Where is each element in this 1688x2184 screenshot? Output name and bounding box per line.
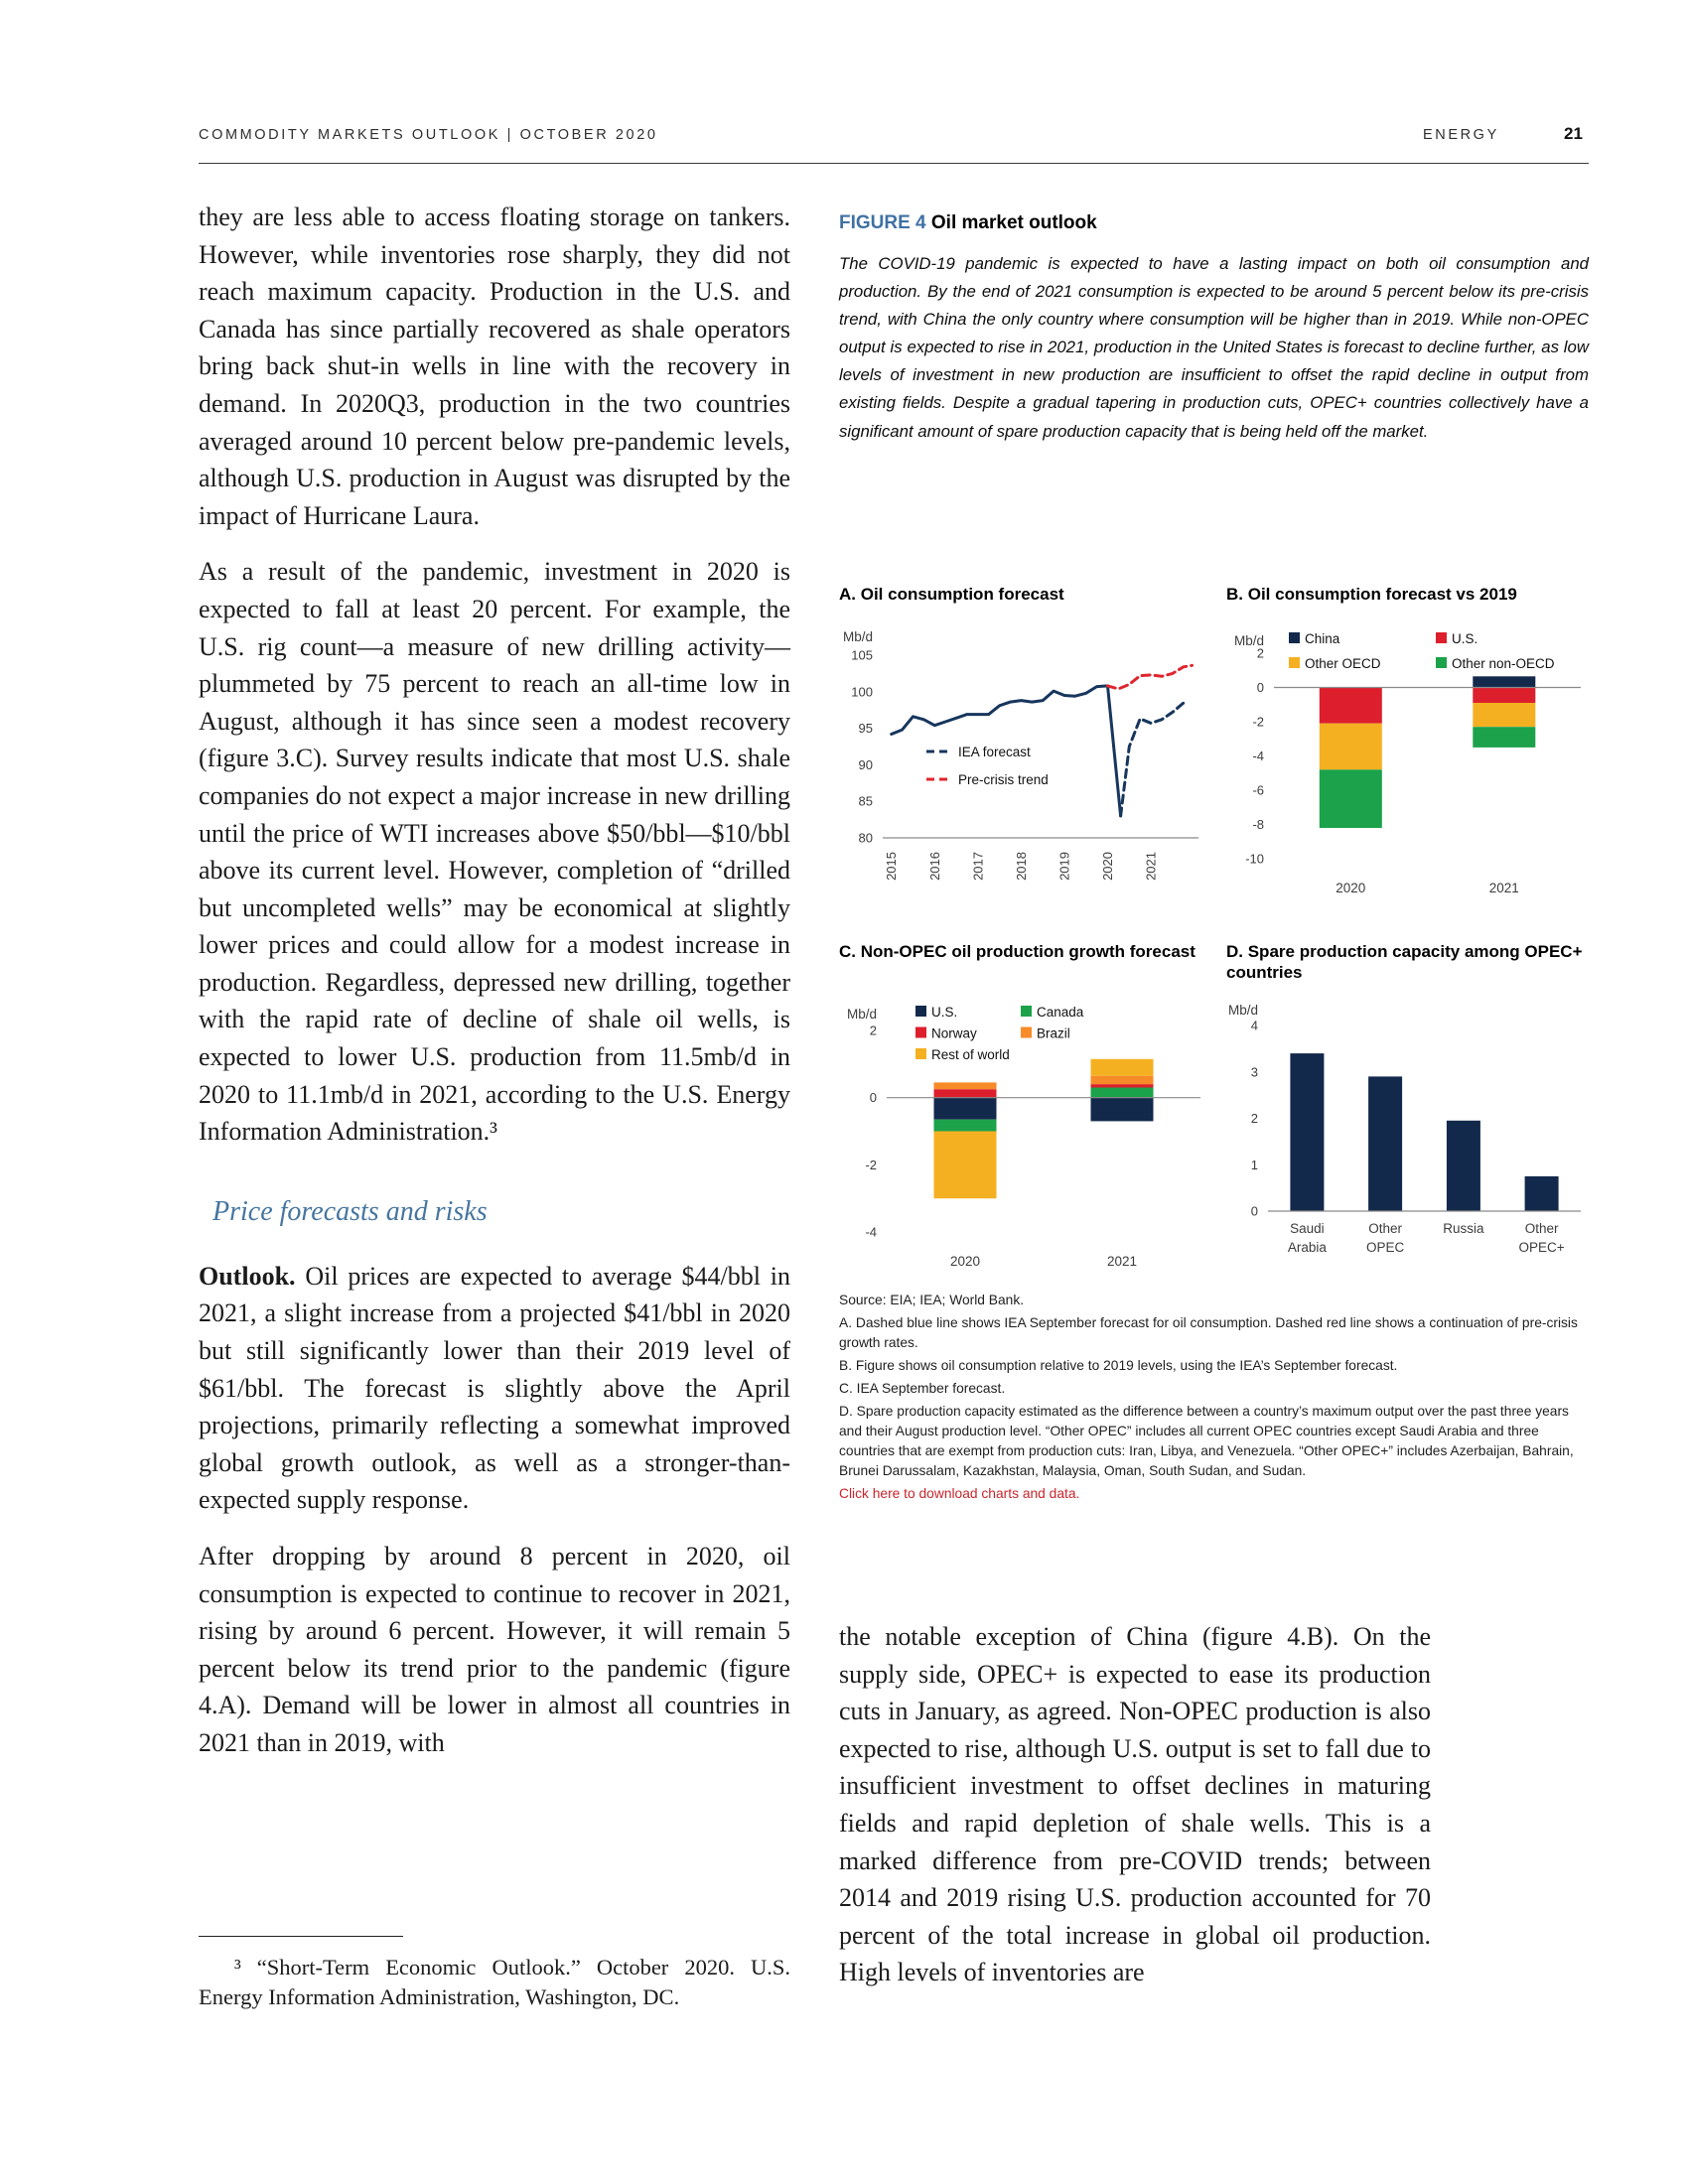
download-charts-link[interactable]: Click here to download charts and data. [839,1486,1080,1501]
svg-text:China: China [1305,631,1340,646]
svg-text:IEA forecast: IEA forecast [958,745,1031,759]
panel-c-title: C. Non-OPEC oil production growth foreca… [839,942,1196,961]
svg-text:3: 3 [1251,1064,1258,1079]
chart-non-opec-production-growth: Mb/d 2 0 -2 -4 2020 2021 U.S. Canada Norway Brazil… [847,1005,1200,1269]
svg-text:-2: -2 [1252,715,1264,730]
section-label: ENERGY [1423,127,1499,143]
figure-notes: Source: EIA; IEA; World Bank. A. Dashed … [839,1291,1589,1507]
svg-text:OPEC: OPEC [1366,1240,1405,1255]
figure-label: FIGURE 4 [839,212,926,233]
panel-b-title: B. Oil consumption forecast vs 2019 [1226,585,1517,604]
svg-text:2: 2 [870,1024,877,1038]
panel-d: D. Spare production capacity among OPEC+… [1226,941,1589,1274]
panel-d-title: D. Spare production capacity among OPEC+… [1226,942,1583,982]
outlook-lead: Outlook. [199,1261,296,1291]
footnote-text: ³ “Short-Term Economic Outlook.” October… [199,1955,790,2009]
figure-caption: The COVID-19 pandemic is expected to hav… [839,254,1589,441]
svg-text:0: 0 [1257,680,1264,695]
svg-text:2021: 2021 [1489,881,1519,895]
svg-text:2016: 2016 [927,852,942,881]
svg-text:-10: -10 [1245,852,1264,867]
svg-text:Mb/d: Mb/d [847,1007,877,1022]
outlook-text: Oil prices are expected to average $44/b… [199,1261,790,1515]
figure-note-c: C. IEA September forecast. [839,1381,1006,1396]
left-column: they are less able to access floating st… [199,199,790,1762]
running-header: COMMODITY MARKETS OUTLOOK | OCTOBER 2020 [199,127,658,143]
svg-text:2021: 2021 [1107,1254,1137,1269]
svg-text:Norway: Norway [931,1026,977,1041]
svg-text:-4: -4 [865,1225,877,1240]
svg-text:1: 1 [1251,1158,1258,1172]
svg-text:85: 85 [859,794,873,809]
svg-text:95: 95 [859,721,873,736]
svg-text:80: 80 [859,831,873,846]
svg-text:Other non-OECD: Other non-OECD [1452,656,1555,671]
svg-text:2019: 2019 [1057,852,1072,881]
chart-oil-consumption-vs-2019: Mb/d2 0 -2 -4 -6 -8 -10 2020 2021 China U.S. Other … [1234,631,1581,895]
svg-text:Canada: Canada [1037,1005,1084,1020]
svg-text:Rest of world: Rest of world [931,1047,1010,1062]
svg-text:Russia: Russia [1443,1221,1484,1236]
body-paragraph: After dropping by around 8 percent in 20… [199,1542,790,1757]
svg-text:Other: Other [1525,1221,1559,1236]
svg-text:4: 4 [1251,1019,1258,1033]
page-number: 21 [1564,124,1583,143]
header-rule [199,163,1589,164]
svg-text:U.S.: U.S. [931,1005,957,1020]
body-paragraph: Outlook. Oil prices are expected to aver… [199,1258,790,1519]
svg-text:Saudi: Saudi [1290,1221,1325,1236]
figure-note-d: D. Spare production capacity estimated a… [839,1404,1574,1478]
svg-text:2021: 2021 [1144,852,1159,881]
svg-text:-6: -6 [1252,783,1264,798]
panel-a-title: A. Oil consumption forecast [839,585,1064,604]
chart-oil-consumption-forecast: Mb/d 105 100 95 90 85 80 2015 2016 2017 2018 2019 20… [843,629,1198,881]
svg-text:2: 2 [1251,1111,1258,1126]
svg-text:Other OECD: Other OECD [1305,656,1381,671]
body-paragraph: they are less able to access floating st… [199,203,790,530]
svg-text:2: 2 [1257,646,1264,661]
footnote: ³ “Short-Term Economic Outlook.” October… [199,1936,790,2012]
body-paragraph: As a result of the pandemic, investment … [199,557,790,1147]
svg-text:2015: 2015 [884,852,899,881]
svg-text:U.S.: U.S. [1452,631,1477,646]
svg-text:2018: 2018 [1014,852,1029,881]
body-paragraph: the notable exception of China (figure 4… [839,1622,1431,1987]
svg-text:2020: 2020 [950,1254,980,1269]
figure-4: FIGURE 4 Oil market outlook The COVID-19… [839,199,1589,1569]
svg-text:Arabia: Arabia [1288,1240,1328,1255]
figure-title-text: Oil market outlook [930,212,1097,233]
svg-text:-2: -2 [865,1158,877,1172]
svg-text:2020: 2020 [1100,852,1115,881]
panel-b: B. Oil consumption forecast vs 2019 Mb/d… [1226,584,1589,899]
svg-text:105: 105 [851,648,873,663]
svg-text:0: 0 [1251,1204,1258,1219]
svg-text:-8: -8 [1252,817,1264,832]
svg-text:Mb/d: Mb/d [1228,1003,1258,1018]
svg-text:Pre-crisis trend: Pre-crisis trend [958,772,1049,787]
svg-text:-4: -4 [1252,749,1264,763]
figure-title: FIGURE 4 Oil market outlook [839,212,1589,234]
panel-a: A. Oil consumption forecast Mb/d 105 100 95… [839,584,1208,899]
svg-text:Mb/d: Mb/d [843,629,873,644]
svg-text:2020: 2020 [1336,881,1365,895]
footnote-rule [199,1936,403,1937]
section-heading: Price forecasts and risks [212,1195,488,1227]
svg-text:Mb/d: Mb/d [1234,633,1264,648]
svg-text:2017: 2017 [970,852,985,881]
svg-text:100: 100 [851,684,873,699]
svg-text:90: 90 [859,757,873,772]
panel-c: C. Non-OPEC oil production growth foreca… [839,941,1208,1274]
svg-text:Brazil: Brazil [1037,1026,1070,1041]
chart-spare-production-capacity: Mb/d4 3 2 1 0 Saudi Arabia Other OPEC Russia Other… [1228,1003,1581,1255]
svg-text:0: 0 [870,1090,877,1105]
figure-note-a: A. Dashed blue line shows IEA September … [839,1315,1578,1350]
figure-source: Source: EIA; IEA; World Bank. [839,1293,1025,1307]
svg-text:Other: Other [1368,1221,1402,1236]
right-column: the notable exception of China (figure 4… [839,1618,1431,1991]
svg-text:OPEC+: OPEC+ [1519,1240,1565,1255]
figure-note-b: B. Figure shows oil consumption relative… [839,1358,1398,1373]
